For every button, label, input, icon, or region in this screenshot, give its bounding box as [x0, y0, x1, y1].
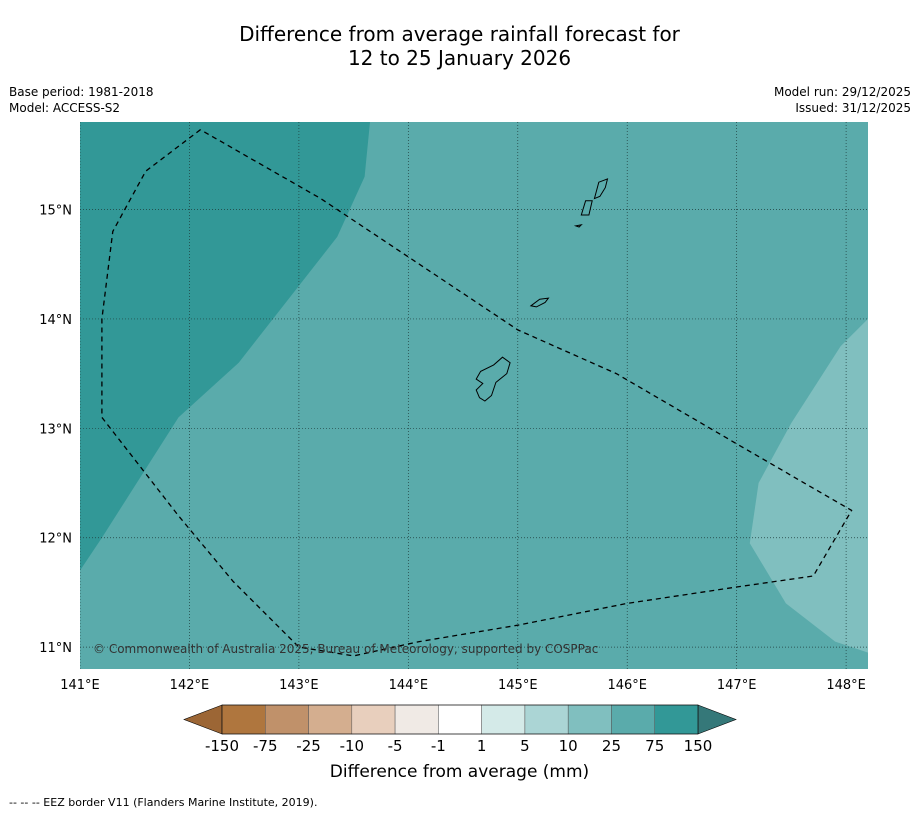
- model-run: Model run: 29/12/2025: [773, 85, 911, 99]
- colorbar-label: Difference from average (mm): [329, 762, 590, 782]
- map-figure: © Commonwealth of Australia 2025, Bureau…: [39, 122, 868, 755]
- colorbar-bin: [611, 704, 655, 735]
- island-rota: [529, 297, 550, 308]
- lon-tick-label: 141°E: [60, 678, 100, 693]
- colorbar-bin: [308, 704, 353, 735]
- colorbar-tick-label: -10: [340, 737, 365, 755]
- colorbar-extend-high: [697, 704, 737, 735]
- map-plot-area: © Commonwealth of Australia 2025, Bureau…: [80, 122, 868, 669]
- colorbar-bin: [654, 704, 699, 735]
- colorbar-tick-label: 5: [520, 737, 530, 755]
- title-line-1: Difference from average rainfall forecas…: [239, 22, 680, 46]
- lon-tick-label: 144°E: [389, 678, 429, 693]
- colorbar-tick-label: -5: [388, 737, 403, 755]
- meta-right: Model run: 29/12/2025 Issued: 31/12/2025: [774, 84, 911, 116]
- colorbar-tick-label: -150: [205, 737, 239, 755]
- colorbar: -150 -75 -25 -10 -5 -1 1 5 10 25 75 150: [183, 704, 737, 755]
- colorbar-bin: [524, 704, 569, 735]
- zone-75-150: [80, 122, 370, 571]
- issued-date: Issued: 31/12/2025: [795, 101, 911, 115]
- axis-tick-labels: 141°E 142°E 143°E 144°E 145°E 146°E 147°E 148°E…: [39, 204, 866, 693]
- colorbar-tick-label: 10: [559, 737, 578, 755]
- lon-tick-label: 143°E: [279, 678, 319, 693]
- map-title: Difference from average rainfall forecas…: [0, 22, 919, 70]
- title-line-2: 12 to 25 January 2026: [347, 46, 572, 70]
- islands: [475, 178, 609, 402]
- colorbar-tick-label: -25: [296, 737, 321, 755]
- model-name: Model: ACCESS-S2: [9, 101, 121, 115]
- graticule: [80, 122, 868, 669]
- copyright-notice: © Commonwealth of Australia 2025, Bureau…: [93, 642, 598, 656]
- lat-tick-label: 12°N: [39, 532, 72, 547]
- island-guam: [475, 356, 511, 402]
- lon-tick-label: 145°E: [498, 678, 538, 693]
- colorbar-tick-label: 75: [645, 737, 664, 755]
- lon-tick-label: 142°E: [170, 678, 210, 693]
- colorbar-tick-label: 150: [684, 737, 713, 755]
- colorbar-bin: [265, 704, 309, 735]
- colorbar-bin: [438, 704, 482, 735]
- colorbar-tick-label: -1: [431, 737, 446, 755]
- lat-tick-label: 15°N: [39, 204, 72, 219]
- lon-tick-label: 147°E: [717, 678, 757, 693]
- island-aguijan: [573, 223, 583, 228]
- eez-border-line: [101, 129, 853, 657]
- lon-tick-label: 148°E: [826, 678, 866, 693]
- zone-10-25: [749, 318, 868, 653]
- meta-left: Base period: 1981-2018 Model: ACCESS-S2: [9, 84, 154, 116]
- colorbar-tick-label: -75: [253, 737, 278, 755]
- colorbar-bin: [481, 704, 526, 735]
- colorbar-bin: [351, 704, 396, 735]
- colorbar-frame: [221, 704, 699, 735]
- island-tinian: [580, 200, 593, 216]
- colorbar-bin: [567, 704, 612, 735]
- eez-footnote: -- -- -- EEZ border V11 (Flanders Marine…: [9, 796, 318, 809]
- colorbar-tick-label: 1: [477, 737, 487, 755]
- island-saipan: [593, 178, 609, 200]
- colorbar-extend-low: [183, 704, 223, 735]
- lat-tick-label: 13°N: [39, 422, 72, 437]
- lat-tick-label: 14°N: [39, 313, 72, 328]
- colorbar-tick-label: 25: [602, 737, 621, 755]
- lat-tick-label: 11°N: [39, 641, 72, 656]
- colorbar-bin: [394, 704, 439, 735]
- colorbar-bin: [221, 704, 266, 735]
- lon-tick-label: 146°E: [607, 678, 647, 693]
- base-period: Base period: 1981-2018: [9, 85, 154, 99]
- rainfall-zones: [80, 122, 868, 653]
